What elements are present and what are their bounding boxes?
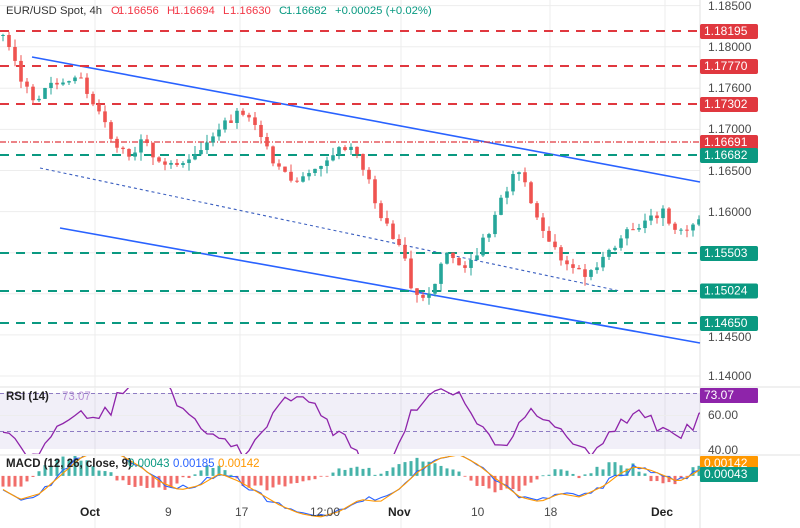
svg-text:1.16691: 1.16691 — [704, 135, 748, 149]
svg-text:1.18000: 1.18000 — [708, 40, 752, 54]
svg-text:1.16630: 1.16630 — [230, 5, 271, 17]
svg-text:17: 17 — [235, 505, 249, 519]
svg-text:1.14650: 1.14650 — [704, 316, 748, 330]
svg-text:1.16682: 1.16682 — [286, 5, 327, 17]
svg-text:1.18195: 1.18195 — [704, 24, 748, 38]
svg-text:1.15024: 1.15024 — [704, 284, 748, 298]
svg-text:+0.00025 (+0.02%): +0.00025 (+0.02%) — [335, 5, 432, 17]
svg-text:1.17770: 1.17770 — [704, 59, 748, 73]
svg-text:MACD (12, 26, close, 9): MACD (12, 26, close, 9) — [6, 458, 132, 470]
svg-text:EUR/USD Spot, 4h: EUR/USD Spot, 4h — [6, 5, 102, 17]
svg-text:0.00043: 0.00043 — [704, 467, 748, 481]
svg-text:RSI (14): RSI (14) — [6, 391, 49, 403]
svg-text:1.17600: 1.17600 — [708, 81, 752, 95]
svg-text:0.00185: 0.00185 — [173, 458, 215, 470]
svg-text:1.14500: 1.14500 — [708, 330, 752, 344]
svg-text:Oct: Oct — [80, 505, 100, 519]
svg-text:18: 18 — [544, 505, 558, 519]
svg-text:60.00: 60.00 — [708, 408, 738, 422]
svg-text:Dec: Dec — [651, 505, 673, 519]
svg-text:0.00142: 0.00142 — [218, 458, 260, 470]
svg-text:1.16500: 1.16500 — [708, 164, 752, 178]
svg-text:1.16694: 1.16694 — [174, 5, 215, 17]
svg-text:1.18500: 1.18500 — [708, 0, 752, 13]
svg-text:10: 10 — [471, 505, 485, 519]
svg-text:Nov: Nov — [388, 505, 411, 519]
svg-text:40.00: 40.00 — [708, 443, 738, 457]
svg-text:73.07: 73.07 — [62, 391, 91, 403]
svg-text:9: 9 — [165, 505, 172, 519]
svg-text:0.00043: 0.00043 — [128, 458, 170, 470]
svg-text:12:00: 12:00 — [310, 505, 340, 519]
svg-text:1.16682: 1.16682 — [704, 148, 748, 162]
svg-text:1.16656: 1.16656 — [118, 5, 159, 17]
svg-text:1.17302: 1.17302 — [704, 97, 748, 111]
svg-text:1.17000: 1.17000 — [708, 122, 752, 136]
svg-text:1.15503: 1.15503 — [704, 246, 748, 260]
svg-text:1.16000: 1.16000 — [708, 205, 752, 219]
svg-text:73.07: 73.07 — [704, 388, 734, 402]
svg-text:L: L — [223, 5, 229, 17]
svg-text:1.14000: 1.14000 — [708, 369, 752, 383]
